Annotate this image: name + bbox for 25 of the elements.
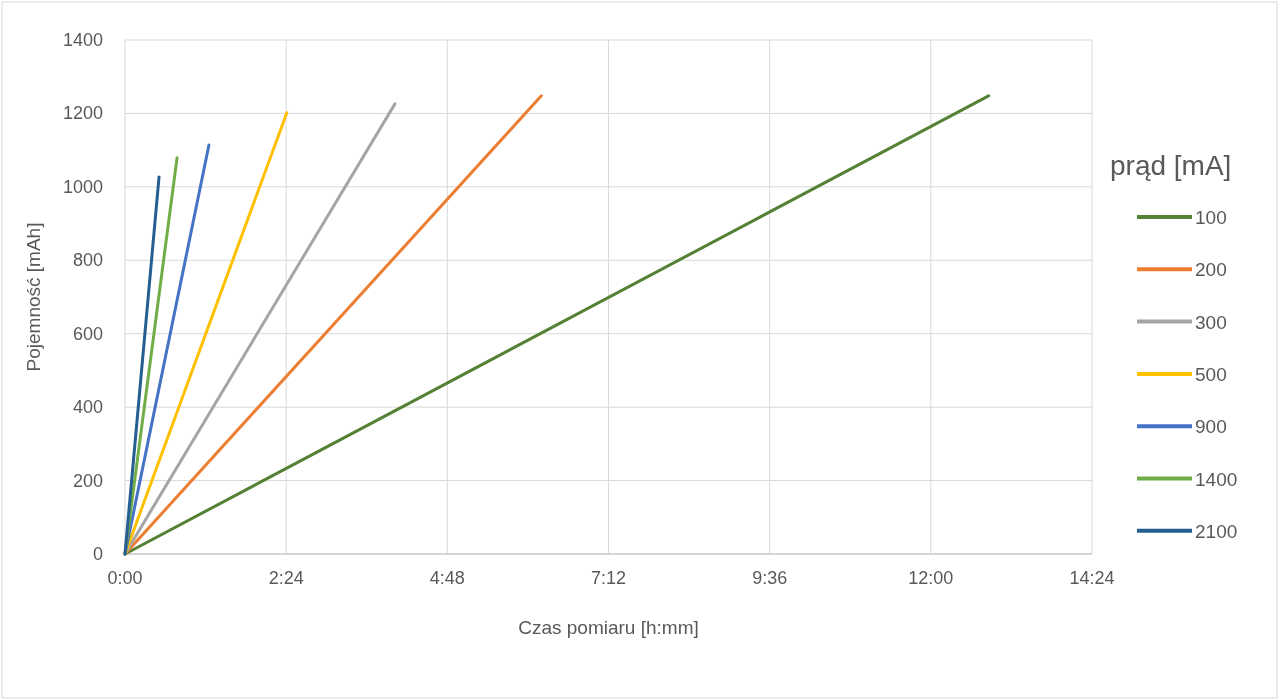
y-axis-title: Pojemność [mAh]	[23, 222, 44, 372]
y-tick-label: 600	[72, 323, 103, 344]
legend-label: 2100	[1195, 520, 1238, 542]
y-tick-label: 400	[72, 397, 103, 418]
legend-label: 500	[1195, 363, 1227, 385]
y-tick-label: 1200	[62, 103, 103, 124]
x-tick-label: 2:24	[268, 568, 304, 588]
x-tick-label: 14:24	[1069, 568, 1115, 588]
x-axis-title: Czas pomiaru [h:mm]	[518, 617, 699, 638]
y-tick-label: 1400	[62, 30, 103, 50]
x-tick-label: 4:48	[429, 568, 465, 588]
y-tick-label: 800	[72, 250, 103, 271]
legend-label: 900	[1195, 416, 1227, 438]
legend-label: 1400	[1195, 468, 1238, 490]
legend-label: 200	[1195, 259, 1227, 281]
x-tick-label: 0:00	[107, 568, 143, 588]
y-tick-label: 1000	[62, 176, 103, 197]
y-tick-label: 200	[72, 470, 103, 491]
x-tick-label: 7:12	[590, 568, 627, 588]
x-tick-label: 9:36	[752, 568, 788, 588]
legend-title: prąd [mA]	[1110, 150, 1232, 181]
y-tick-label: 0	[92, 544, 103, 564]
legend-label: 300	[1195, 311, 1227, 333]
legend-label: 100	[1195, 207, 1227, 228]
x-tick-label: 12:00	[908, 568, 954, 588]
